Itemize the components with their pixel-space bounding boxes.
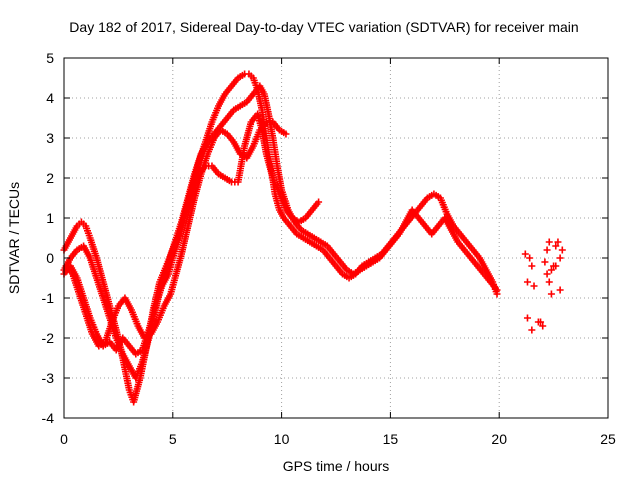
data-point	[552, 242, 560, 250]
data-point	[552, 262, 560, 270]
data-point	[526, 254, 534, 262]
data-point	[547, 290, 555, 298]
y-tick-label: 0	[46, 250, 54, 266]
x-tick-label: 25	[600, 431, 616, 447]
data-point	[556, 286, 564, 294]
x-tick-label: 0	[60, 431, 68, 447]
y-tick-label: 2	[46, 170, 54, 186]
x-tick-label: 15	[383, 431, 399, 447]
data-point	[558, 246, 566, 254]
x-axis: 0 5 10 15 20 25	[60, 58, 616, 447]
y-tick-label: 3	[46, 130, 54, 146]
data-point	[537, 318, 545, 326]
y-tick-label: -3	[42, 370, 55, 386]
data-point	[530, 282, 538, 290]
series-track-c	[60, 110, 323, 358]
data-point	[554, 238, 562, 246]
chart-title: Day 182 of 2017, Sidereal Day-to-day VTE…	[69, 19, 578, 35]
y-tick-label: -2	[42, 330, 55, 346]
x-tick-label: 5	[169, 431, 177, 447]
data-point	[541, 258, 549, 266]
x-tick-label: 10	[274, 431, 290, 447]
data-point	[523, 314, 531, 322]
data-point	[545, 278, 553, 286]
data-point	[523, 278, 531, 286]
y-axis-label: SDTVAR / TECUs	[6, 182, 22, 294]
y-tick-label: 4	[46, 90, 54, 106]
data-point	[545, 238, 553, 246]
y-tick-label: 1	[46, 210, 54, 226]
y-tick-label: -1	[42, 290, 55, 306]
y-tick-label: 5	[46, 50, 54, 66]
data-point	[547, 266, 555, 274]
data-point	[528, 262, 536, 270]
series-track-d	[62, 118, 290, 350]
plot-frame	[63, 57, 609, 419]
data-series	[60, 70, 566, 406]
data-point	[493, 286, 501, 294]
data-point	[539, 322, 547, 330]
x-axis-label: GPS time / hours	[283, 458, 390, 474]
data-point	[543, 246, 551, 254]
data-point	[556, 254, 564, 262]
series-scatter-late	[521, 238, 566, 334]
y-axis: -4 -3 -2 -1 0 1 2 3 4 5	[42, 50, 608, 426]
data-point	[282, 130, 290, 138]
data-point	[528, 326, 536, 334]
y-tick-label: -4	[42, 410, 55, 426]
data-point	[543, 270, 551, 278]
data-point	[315, 198, 323, 206]
x-tick-label: 20	[491, 431, 507, 447]
data-point	[521, 250, 529, 258]
